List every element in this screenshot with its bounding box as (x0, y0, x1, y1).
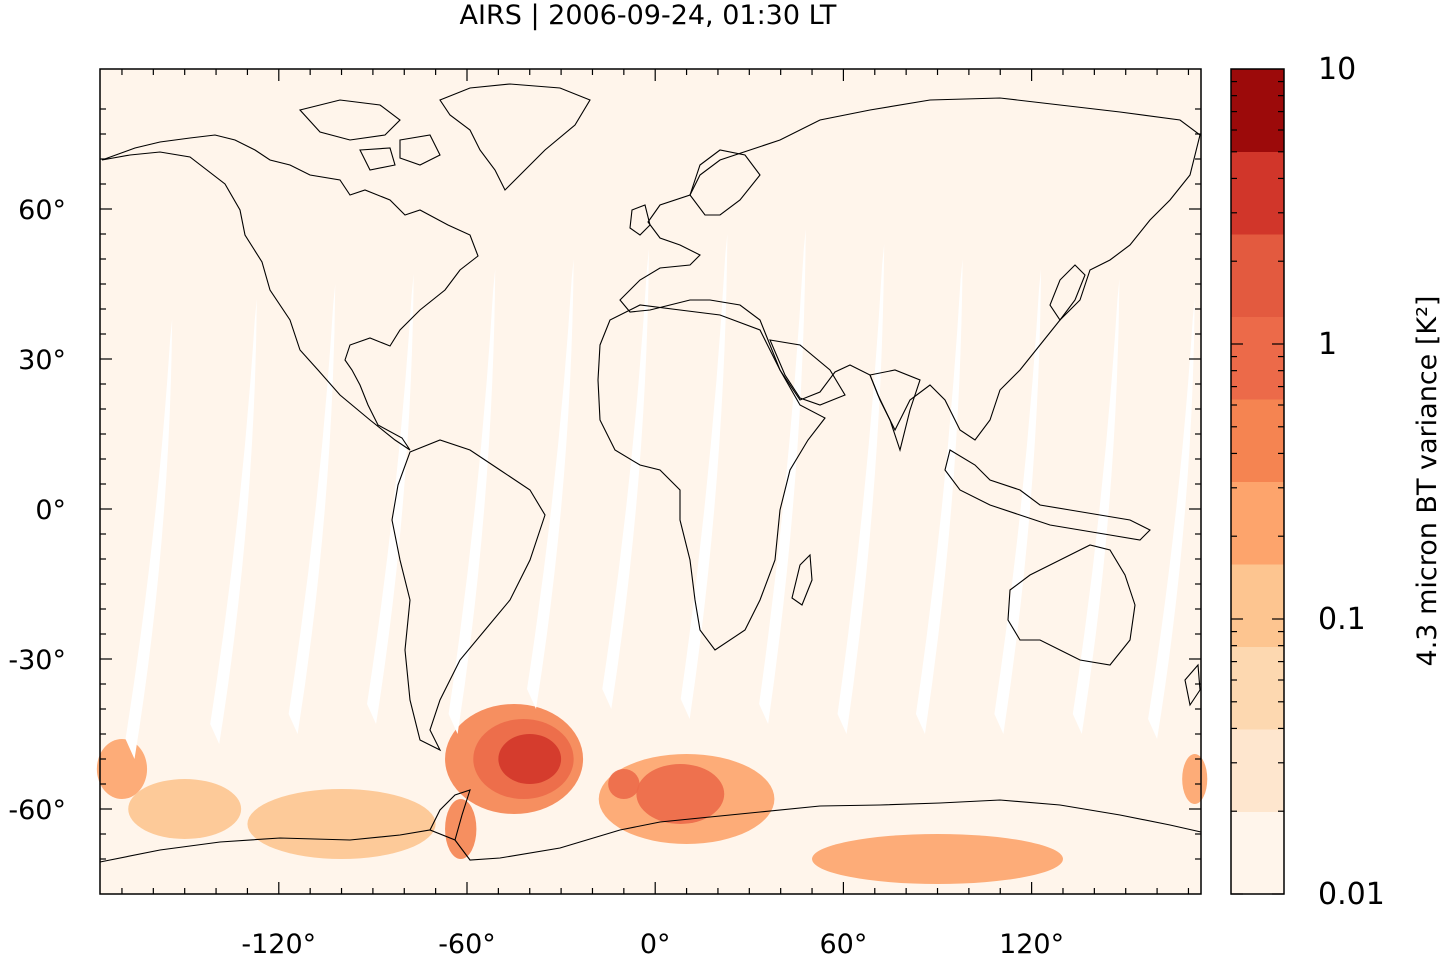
colorbar-tick-label: 0.1 (1318, 602, 1366, 637)
variance-patch (636, 764, 725, 824)
coastline-south-america (391, 439, 546, 752)
map-frame (99, 68, 1202, 895)
swath-gap (994, 269, 1042, 734)
colorbar-frame (1230, 68, 1285, 895)
y-axis-labels: 60° 30° 0° -30° -60° (8, 195, 66, 826)
colorbar-tick-label: 1 (1318, 327, 1337, 362)
x-axis-labels: -120° -60° 0° 60° 120° (241, 929, 1064, 956)
variance-patch (96, 739, 148, 799)
swath-gap (680, 234, 728, 719)
colorbar-level (1231, 151, 1284, 235)
swath-gap (602, 249, 649, 709)
colorbar-level (1231, 811, 1284, 895)
coastline-africa (597, 304, 826, 651)
colorbar-tick-label: 10 (1318, 52, 1356, 87)
colorbar-level (1231, 646, 1284, 730)
colorbar-tick-labels: 10 1 0.1 0.01 (1318, 52, 1385, 912)
y-tick-label: 30° (18, 345, 66, 376)
swath-gap (125, 319, 173, 759)
variance-patch (1182, 754, 1208, 804)
variance-patch (498, 734, 562, 784)
colorbar-level (1231, 316, 1284, 400)
colorbar-level (1231, 234, 1284, 317)
colorbar-level (1231, 399, 1284, 482)
coastline-north-america (101, 134, 479, 451)
x-tick-label: 0° (640, 929, 671, 956)
colorbar-tick-label: 0.01 (1318, 877, 1385, 912)
figure-title: AIRS | 2006-09-24, 01:30 LT (460, 0, 837, 31)
swath-gap (915, 259, 963, 734)
y-tick-label: 0° (35, 495, 66, 526)
coastlines (99, 83, 1202, 863)
y-tick-label: -60° (8, 795, 66, 826)
swath-gap (288, 284, 336, 734)
variance-patch (608, 769, 640, 799)
x-tick-label: -60° (438, 929, 496, 956)
coastline-antarctic-peninsula (429, 789, 471, 841)
swath-gap (837, 244, 885, 734)
swath-gap (448, 269, 496, 734)
variance-patch (445, 799, 477, 859)
coastline-india (869, 369, 921, 452)
colorbar-level (1231, 729, 1284, 812)
variance-patch (128, 779, 242, 839)
coastline-madagascar (791, 553, 813, 606)
coastline-arabia (769, 339, 846, 406)
coastline-greenland (439, 83, 591, 191)
coastline-japan (1049, 264, 1086, 321)
map-panel: -120° -60° 0° 60° 120° 60° 30° 0° -30° -60° (8, 68, 1208, 956)
map-background (100, 69, 1201, 894)
x-tick-label: 120° (999, 929, 1064, 956)
coastline-australia (1007, 544, 1136, 666)
variance-patch (812, 834, 1063, 884)
variance-patch (247, 789, 436, 859)
coastline-southeast-asia (944, 449, 1151, 541)
y-tick-label: -30° (8, 645, 66, 676)
map-tick-marks (100, 69, 1201, 894)
colorbar-tick-marks (1231, 80, 1284, 895)
colorbar: 10 1 0.1 0.01 4.3 micron BT variance [K²] (1230, 52, 1442, 912)
swath-gap (1148, 299, 1195, 739)
coastline-new-zealand (1184, 663, 1201, 707)
swath-gap (367, 274, 414, 724)
y-tick-label: 60° (18, 195, 66, 226)
colorbar-title: 4.3 micron BT variance [K²] (1412, 296, 1442, 667)
swath-gap (1072, 279, 1120, 734)
x-tick-label: 60° (819, 929, 867, 956)
swath-gaps (125, 229, 1195, 759)
x-tick-label: -120° (241, 929, 316, 956)
swath-gap (527, 259, 574, 709)
swath-gap (210, 299, 257, 744)
colorbar-levels (1231, 69, 1284, 895)
colorbar-level (1231, 481, 1284, 565)
coastline-scandinavia (689, 149, 761, 216)
coastline-arctic-islands (298, 99, 441, 171)
swath-gap (759, 229, 806, 724)
colorbar-level (1231, 69, 1284, 152)
colorbar-level (1231, 564, 1284, 647)
coastline-antarctica (99, 799, 1202, 863)
coastline-british-isles (629, 204, 651, 236)
